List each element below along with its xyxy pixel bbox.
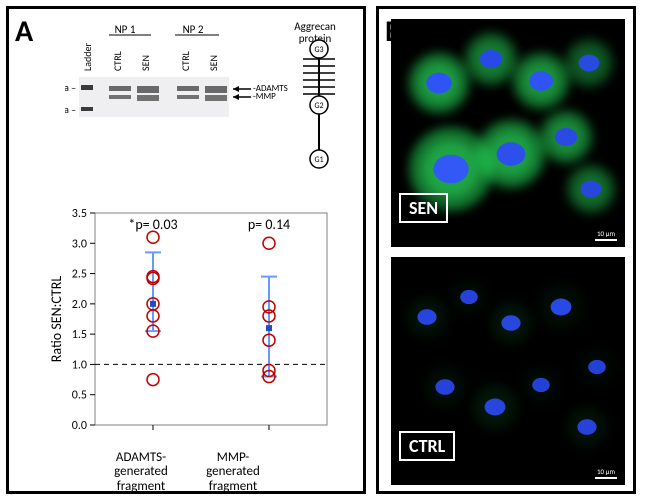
svg-text:*p= 0.03: *p= 0.03 <box>128 216 177 233</box>
svg-text:2.5: 2.5 <box>72 268 87 282</box>
svg-text:CTRL: CTRL <box>111 50 124 71</box>
svg-text:SEN: SEN <box>139 55 152 71</box>
aggrecan-schematic: G3 G2 G1 <box>289 19 355 169</box>
svg-text:2.0: 2.0 <box>72 298 87 312</box>
svg-text:Ladder: Ladder <box>81 43 94 71</box>
svg-text:SEN: SEN <box>207 55 220 71</box>
chart-area: 0.0 0.5 1.0 1.5 2.0 2.5 3.0 3.5 Ratio SEN:CTRL *p… <box>47 189 337 449</box>
svg-text:-MMP: -MMP <box>253 91 276 102</box>
scale-bar-ctrl: 10 μm <box>595 467 617 479</box>
micrograph-sen: SEN 10 μm <box>391 19 625 247</box>
svg-text:G1: G1 <box>314 155 323 165</box>
svg-text:0.0: 0.0 <box>72 419 87 433</box>
svg-text:CTRL: CTRL <box>179 50 192 71</box>
svg-text:0.5: 0.5 <box>72 389 87 403</box>
scale-bar-sen: 10 μm <box>595 229 617 241</box>
svg-text:1.5: 1.5 <box>72 328 87 342</box>
svg-text:Ratio SEN:CTRL: Ratio SEN:CTRL <box>48 276 65 363</box>
svg-text:p= 0.14: p= 0.14 <box>248 216 290 233</box>
panel-a-letter: A <box>15 13 33 50</box>
micrograph-ctrl: CTRL 10 μm <box>391 257 625 485</box>
svg-text:G2: G2 <box>314 101 323 111</box>
svg-text:1.0: 1.0 <box>72 358 87 372</box>
chart-category-label: ADAMTS-generatedfragment <box>95 451 187 494</box>
svg-text:NP 1: NP 1 <box>115 23 136 36</box>
svg-text:3.0: 3.0 <box>72 237 87 251</box>
panel-b: B SEN 10 μm CTRL 10 μm <box>376 6 636 494</box>
blot-area: NP 1 NP 2 Ladder CTRL SEN CTRL SEN 75 kDa – 50 k… <box>51 19 361 179</box>
svg-text:50 kDa –: 50 kDa – <box>65 103 76 116</box>
scale-text-sen: 10 μm <box>597 229 615 238</box>
western-blot: NP 1 NP 2 Ladder CTRL SEN CTRL SEN 75 kDa – 50 k… <box>65 19 295 169</box>
ratio-chart: 0.0 0.5 1.0 1.5 2.0 2.5 3.0 3.5 Ratio SEN:CTRL *p… <box>47 189 337 449</box>
micrograph-sen-label: SEN <box>399 193 448 223</box>
panel-a: A NP 1 NP 2 Ladder CTRL SEN CTRL SEN 75 kDa – 50… <box>6 6 366 494</box>
chart-category-label: MMP-generatedfragment <box>187 451 279 494</box>
svg-text:3.5: 3.5 <box>72 207 87 221</box>
scale-text-ctrl: 10 μm <box>597 467 615 476</box>
chart-category-labels: ADAMTS-generatedfragmentMMP-generatedfra… <box>47 451 279 494</box>
figure: A NP 1 NP 2 Ladder CTRL SEN CTRL SEN 75 kDa – 50… <box>0 0 650 500</box>
svg-text:NP 2: NP 2 <box>183 23 204 36</box>
scale-bar-line-sen <box>595 239 617 241</box>
svg-text:75 kDa –: 75 kDa – <box>65 81 76 94</box>
svg-text:G3: G3 <box>314 45 323 55</box>
micrograph-ctrl-label: CTRL <box>399 431 455 461</box>
scale-bar-line-ctrl <box>595 477 617 479</box>
